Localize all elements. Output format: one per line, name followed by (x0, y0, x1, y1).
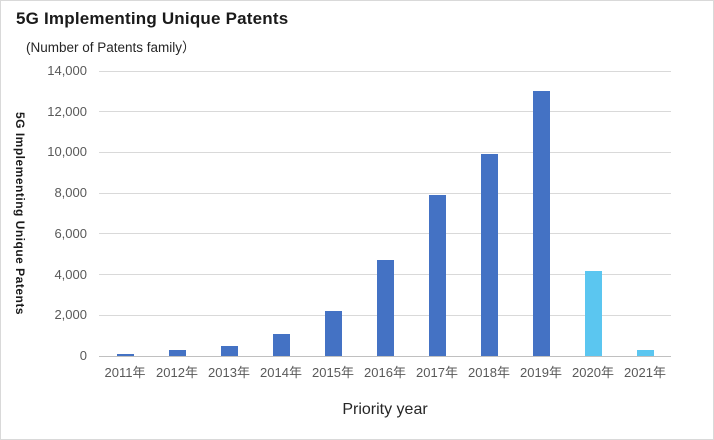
bar-2012 (168, 349, 186, 356)
x-tick-label: 2012年 (156, 365, 198, 380)
x-tick-label: 2017年 (416, 365, 458, 380)
y-tick-label: 8,000 (54, 185, 87, 201)
y-axis-title: 5G Implementing Unique Patents (13, 111, 27, 316)
y-tick-label: 2,000 (54, 307, 87, 323)
x-tick-label: 2021年 (624, 365, 666, 380)
x-tick-label: 2016年 (364, 365, 406, 380)
bar-2019 (532, 91, 550, 356)
gridline (99, 233, 671, 235)
bar-2011 (116, 353, 134, 356)
x-tick-label: 2011年 (104, 365, 146, 380)
bar-2021 (636, 349, 654, 356)
y-tick-label: 14,000 (47, 63, 87, 78)
chart-subtitle: (Number of Patents family） (26, 40, 196, 55)
x-tick-label: 2020年 (572, 365, 614, 380)
gridline (99, 70, 671, 72)
y-tick-label: 10,000 (47, 144, 87, 160)
bar-2020 (584, 270, 602, 356)
x-tick-label: 2019年 (520, 365, 562, 380)
x-axis-title: Priority year (342, 401, 428, 418)
x-axis-line (99, 355, 671, 357)
bar-2014 (272, 333, 290, 356)
y-tick-label: 12,000 (47, 103, 87, 119)
bar-2016 (376, 260, 394, 356)
plot-area (99, 70, 671, 357)
chart-title: 5G Implementing Unique Patents (16, 9, 289, 28)
x-tick-label: 2013年 (208, 365, 250, 380)
gridline (99, 111, 671, 113)
gridline (99, 151, 671, 153)
bar-2018 (480, 154, 498, 356)
bar-2017 (428, 195, 446, 356)
x-tick-label: 2018年 (468, 365, 510, 380)
y-tick-label: 0 (79, 348, 87, 363)
bar-2015 (324, 311, 342, 356)
bar-2013 (220, 345, 238, 356)
x-tick-label: 2014年 (260, 365, 302, 380)
x-tick-label: 2015年 (312, 365, 354, 380)
y-tick-label: 6,000 (54, 225, 87, 241)
y-tick-label: 4,000 (54, 266, 87, 282)
gridline (99, 192, 671, 194)
